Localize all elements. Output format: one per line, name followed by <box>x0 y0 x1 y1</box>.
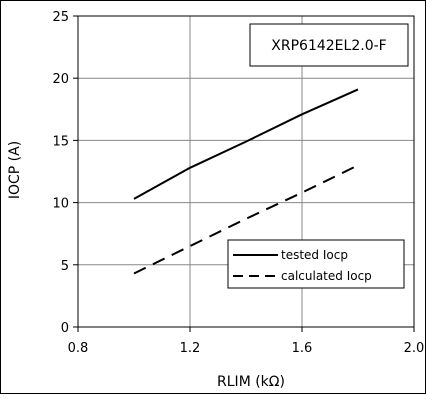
x-axis-title: RLIM (kΩ) <box>217 374 285 390</box>
y-tick-label: 25 <box>52 10 69 25</box>
x-tick-label: 0.8 <box>68 341 89 356</box>
legend-label-tested: tested Iocp <box>281 248 348 262</box>
x-tick-label: 1.2 <box>180 341 201 356</box>
y-axis-title: IOCP (A) <box>7 141 23 199</box>
annotation-text: XRP6142EL2.0-F <box>271 38 386 54</box>
legend-label-calculated: calculated Iocp <box>281 269 372 283</box>
y-tick-label: 15 <box>52 134 69 149</box>
y-tick-label: 5 <box>61 259 69 274</box>
annotation-box: XRP6142EL2.0-F <box>250 24 408 66</box>
y-tick-label: 0 <box>61 321 69 336</box>
y-tick-label: 10 <box>52 197 69 212</box>
x-tick-label: 2.0 <box>404 341 425 356</box>
x-tick-label: 1.6 <box>292 341 313 356</box>
y-tick-label: 20 <box>52 72 69 87</box>
legend: tested Iocp calculated Iocp <box>228 240 404 288</box>
